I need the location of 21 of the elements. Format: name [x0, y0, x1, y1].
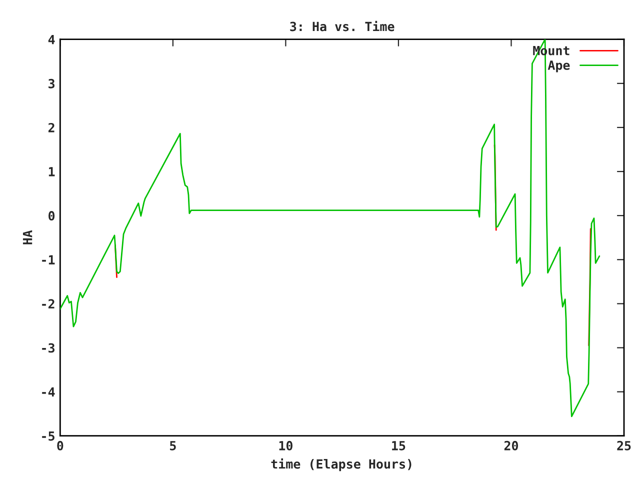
x-tick-label: 5: [170, 441, 176, 450]
chart-title: 3: Ha vs. Time: [290, 20, 394, 32]
y-tick-label: -2: [42, 299, 54, 308]
y-tick-label: -4: [42, 387, 55, 397]
x-tick-label: 20: [504, 440, 518, 450]
y-axis-title: HA: [22, 230, 32, 244]
x-axis-title: time (Elapse Hours): [271, 458, 412, 472]
y-tick-label: 3: [48, 78, 54, 88]
y-tick-label: -1: [42, 255, 55, 264]
y-tick-label: 1: [48, 167, 55, 176]
x-tick-label: 10: [279, 440, 292, 450]
x-tick-label: 15: [392, 441, 406, 450]
x-tick-label: 25: [617, 440, 631, 450]
y-tick-label: 2: [48, 122, 54, 132]
line-series: [60, 39, 600, 418]
y-tick-label: -3: [42, 343, 54, 353]
x-tick-label: 0: [57, 440, 64, 450]
y-tick-label: -5: [42, 431, 54, 441]
y-tick-label: 4: [48, 34, 55, 44]
y-tick-label: 0: [48, 211, 55, 220]
legend-label: Ape: [548, 60, 570, 72]
